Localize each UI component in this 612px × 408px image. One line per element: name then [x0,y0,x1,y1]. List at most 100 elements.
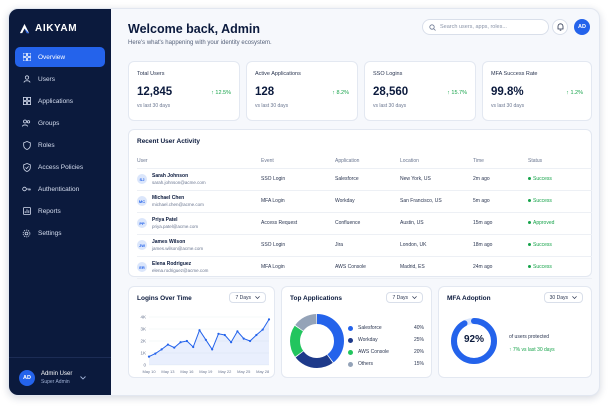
sidebar-item-applications[interactable]: Applications [15,91,105,111]
x-tick-label: May 16 [180,369,194,374]
user-email: michael.chen@acme.com [152,202,204,207]
status-dot-icon [528,199,531,203]
stat-change-value: 8.2% [336,90,349,96]
location-cell: Austin, US [400,212,473,235]
avatar: MC [137,196,147,206]
chevron-down-icon [412,296,417,299]
table-row[interactable]: MC Michael Chen michael.chen@acme.com MFA L… [137,190,592,213]
user-avatar-button[interactable]: AD [574,19,590,35]
column-header[interactable]: Location [400,154,473,169]
data-point [179,341,182,344]
range-dropdown[interactable]: 7 Days [229,292,266,303]
mfa-progress-ring [451,318,497,364]
column-header[interactable]: Status [528,154,592,169]
data-point [255,333,258,337]
application-cell: Workday [335,190,400,213]
column-header[interactable]: Application [335,154,400,169]
avatar: JW [137,240,147,250]
sidebar-item-authentication[interactable]: Authentication [15,179,105,199]
sidebar-user-menu[interactable]: AD Admin User Super Admin [9,357,111,395]
sidebar-item-groups[interactable]: Groups [15,113,105,133]
user-cell: MC Michael Chen michael.chen@acme.com [137,190,261,213]
grid-icon [22,53,31,62]
location-cell: New York, US [400,168,473,191]
user-email: priya.patel@acme.com [152,224,199,229]
stat-value: 99.8% [491,86,524,98]
time-cell: 24m ago [473,256,528,279]
sidebar-item-reports[interactable]: Reports [15,201,105,221]
sidebar-item-roles[interactable]: Roles [15,135,105,155]
data-point [211,348,214,351]
event-cell: SSO Login [261,168,335,191]
status-cell: Success [528,256,592,279]
table-row[interactable]: SJ Sarah Johnson sarah.johnson@acme.com SSO… [137,168,592,191]
legend-label: Others [358,361,374,367]
data-point [236,330,239,333]
range-value: 30 Days [549,294,568,301]
page-title: Welcome back, Admin [128,22,260,36]
gear-icon [22,229,31,238]
shield-icon [22,140,31,150]
bell-icon [557,23,563,31]
chevron-down-icon [80,375,87,380]
sidebar-item-users[interactable]: Users [15,69,105,89]
section-title: Top Applications [290,295,342,302]
column-header[interactable]: User [137,154,261,169]
status-cell: Success [528,190,592,213]
application-cell: AWS Console [335,256,400,279]
sidebar-item-label: Users [38,75,55,83]
user-email: sarah.johnson@acme.com [152,180,206,185]
stat-card-mfa-success-rate: MFA Success Rate 99.8% ↑ 1.2% vs last 30… [482,61,592,121]
y-tick-label: 0 [143,363,146,368]
arrow-up-icon: ↑ [566,90,569,96]
user-icon [22,75,31,84]
mfa-change-value: 7% vs last 30 days [512,347,555,353]
table-row[interactable]: JW James Wilson james.wilson@acme.com SSO L… [137,234,592,257]
range-dropdown[interactable]: 30 Days [543,292,583,303]
status-cell: Approved [528,212,592,235]
sidebar-item-overview[interactable]: Overview [15,47,105,67]
notifications-button[interactable] [552,19,568,35]
table-row[interactable]: ER Elena Rodriguez elena.rodriguez@acme.co… [137,256,592,279]
apps-icon [22,97,31,106]
legend-item: Salesforce 40% [348,325,424,331]
stat-period: vs last 30 days [491,103,525,109]
sidebar-item-settings[interactable]: Settings [15,223,105,243]
arrow-up-icon: ↑ [332,90,335,96]
time-cell: 18m ago [473,234,528,257]
column-header[interactable]: Event [261,154,335,169]
status-dot-icon [528,265,531,269]
stat-change: ↑ 1.2% [566,90,583,96]
mfa-caption: of users protected [509,334,550,340]
brand-name: AIKYAM [35,22,78,34]
brand[interactable]: AIKYAM [19,21,77,35]
data-point [147,355,151,358]
group-icon [22,119,31,128]
event-cell: MFA Login [261,190,335,213]
column-header[interactable]: Time [473,154,528,169]
sidebar-item-access-policies[interactable]: Access Policies [15,157,105,177]
table-row[interactable]: PP Priya Patel priya.patel@acme.com Access … [137,212,592,235]
range-dropdown[interactable]: 7 Days [386,292,423,303]
time-cell: 15m ago [473,212,528,235]
data-point [185,339,188,343]
status-label: Success [533,175,552,182]
mfa-change: ↑ 7% vs last 30 days [509,347,555,353]
data-point [198,329,201,332]
stat-value: 128 [255,86,275,98]
stat-value: 28,560 [373,86,409,98]
status-badge: Success [528,242,552,248]
avatar: PP [137,218,147,228]
user-name: Sarah Johnson [152,173,189,179]
data-point [261,328,264,331]
search-input[interactable] [440,24,545,30]
application-cell: Jira [335,234,400,257]
stat-change: ↑ 8.2% [332,90,349,96]
stat-change: ↑ 15.7% [447,90,467,96]
avatar: SJ [137,174,147,184]
location-cell: Madrid, ES [400,256,473,279]
user-cell: JW James Wilson james.wilson@acme.com [137,234,261,257]
top-apps-donut-chart [290,314,344,368]
stat-period: vs last 30 days [255,103,289,109]
range-value: 7 Days [392,294,408,301]
